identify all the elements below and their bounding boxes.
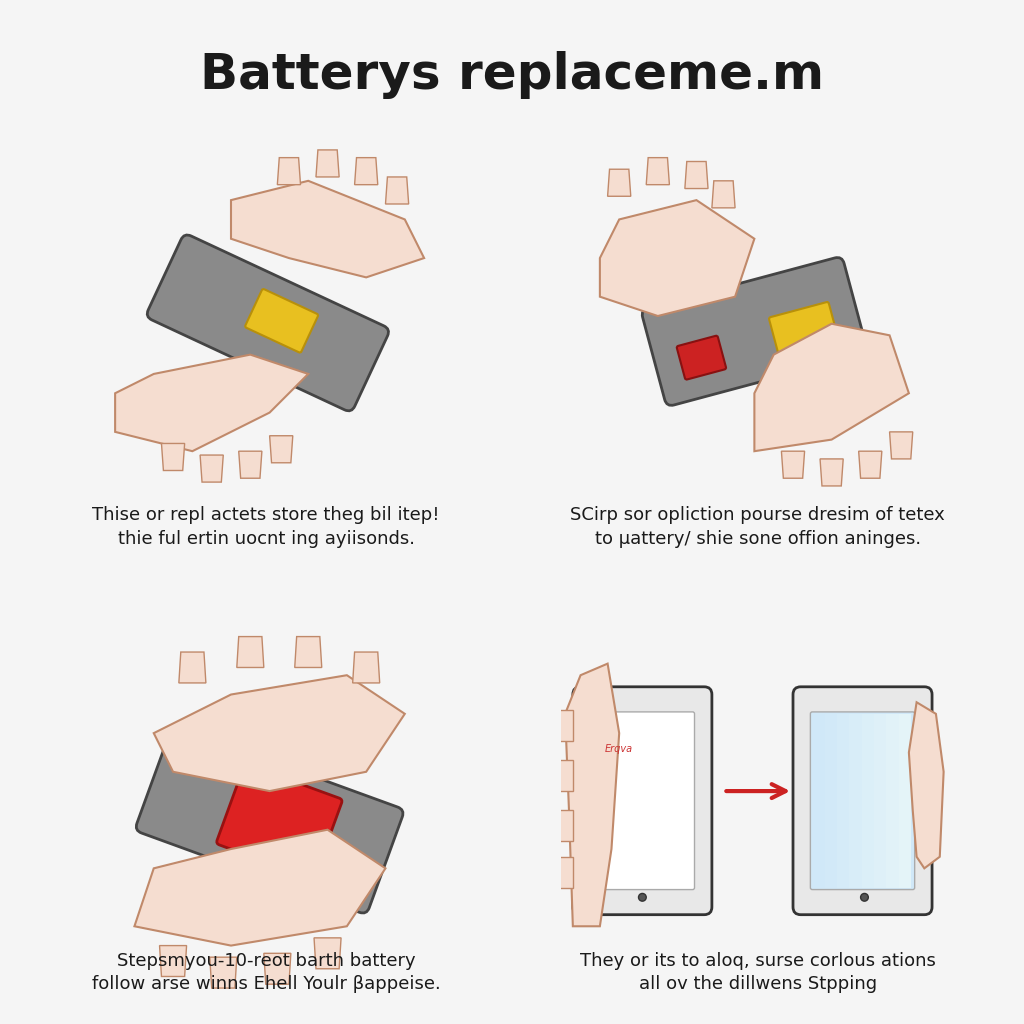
- Polygon shape: [162, 443, 184, 470]
- Polygon shape: [685, 162, 708, 188]
- Polygon shape: [712, 181, 735, 208]
- FancyBboxPatch shape: [824, 714, 837, 888]
- FancyBboxPatch shape: [887, 714, 899, 888]
- FancyBboxPatch shape: [217, 765, 342, 879]
- Polygon shape: [820, 459, 843, 486]
- Polygon shape: [385, 177, 409, 204]
- FancyBboxPatch shape: [136, 727, 403, 913]
- Circle shape: [860, 893, 868, 901]
- Polygon shape: [565, 664, 620, 927]
- Polygon shape: [557, 710, 572, 741]
- Text: SCirp sor opliction pourse dresim of tetex
to μattery/ shie sone offion aninges.: SCirp sor opliction pourse dresim of tet…: [570, 506, 945, 548]
- Polygon shape: [890, 432, 912, 459]
- Polygon shape: [154, 675, 404, 792]
- FancyBboxPatch shape: [677, 336, 726, 380]
- FancyBboxPatch shape: [642, 258, 866, 406]
- FancyBboxPatch shape: [899, 714, 911, 888]
- Polygon shape: [295, 637, 322, 668]
- Circle shape: [639, 893, 646, 901]
- Text: Batterys replaceme.m: Batterys replaceme.m: [200, 51, 824, 99]
- Polygon shape: [160, 945, 186, 977]
- FancyBboxPatch shape: [590, 712, 694, 890]
- FancyBboxPatch shape: [147, 234, 388, 411]
- Polygon shape: [210, 957, 237, 988]
- FancyBboxPatch shape: [874, 714, 887, 888]
- FancyBboxPatch shape: [862, 714, 874, 888]
- Text: They or its to aloq, surse corlous ations
all ov the dillwens Stpping: They or its to aloq, surse corlous ation…: [580, 951, 936, 993]
- Polygon shape: [859, 452, 882, 478]
- Polygon shape: [607, 169, 631, 197]
- FancyBboxPatch shape: [812, 714, 824, 888]
- Polygon shape: [600, 200, 755, 316]
- Polygon shape: [909, 702, 944, 868]
- Polygon shape: [354, 158, 378, 184]
- Polygon shape: [557, 810, 572, 842]
- Polygon shape: [781, 452, 805, 478]
- FancyBboxPatch shape: [793, 687, 932, 914]
- Polygon shape: [278, 158, 300, 184]
- FancyBboxPatch shape: [245, 289, 318, 352]
- Polygon shape: [264, 953, 291, 984]
- Polygon shape: [755, 324, 909, 452]
- FancyBboxPatch shape: [572, 687, 712, 914]
- Text: Stepsmyou-10-reot barth battery
follow arse winns Ehell Youlr βappeise.: Stepsmyou-10-reot barth battery follow a…: [92, 951, 440, 993]
- Polygon shape: [134, 829, 385, 945]
- Polygon shape: [269, 436, 293, 463]
- Polygon shape: [646, 158, 670, 184]
- Polygon shape: [316, 150, 339, 177]
- Polygon shape: [239, 452, 262, 478]
- Polygon shape: [314, 938, 341, 969]
- FancyBboxPatch shape: [769, 302, 839, 358]
- Polygon shape: [557, 760, 572, 792]
- FancyBboxPatch shape: [810, 712, 914, 890]
- Polygon shape: [557, 857, 572, 888]
- Polygon shape: [231, 181, 424, 278]
- Polygon shape: [200, 455, 223, 482]
- Text: Erqva: Erqva: [605, 744, 633, 755]
- FancyBboxPatch shape: [837, 714, 849, 888]
- Polygon shape: [237, 637, 264, 668]
- Polygon shape: [352, 652, 380, 683]
- FancyBboxPatch shape: [849, 714, 862, 888]
- Polygon shape: [179, 652, 206, 683]
- Text: Thise or repl actets store theg bil itep!
thie ful ertin uocnt ing ayiisonds.: Thise or repl actets store theg bil itep…: [92, 506, 440, 548]
- Polygon shape: [115, 354, 308, 452]
